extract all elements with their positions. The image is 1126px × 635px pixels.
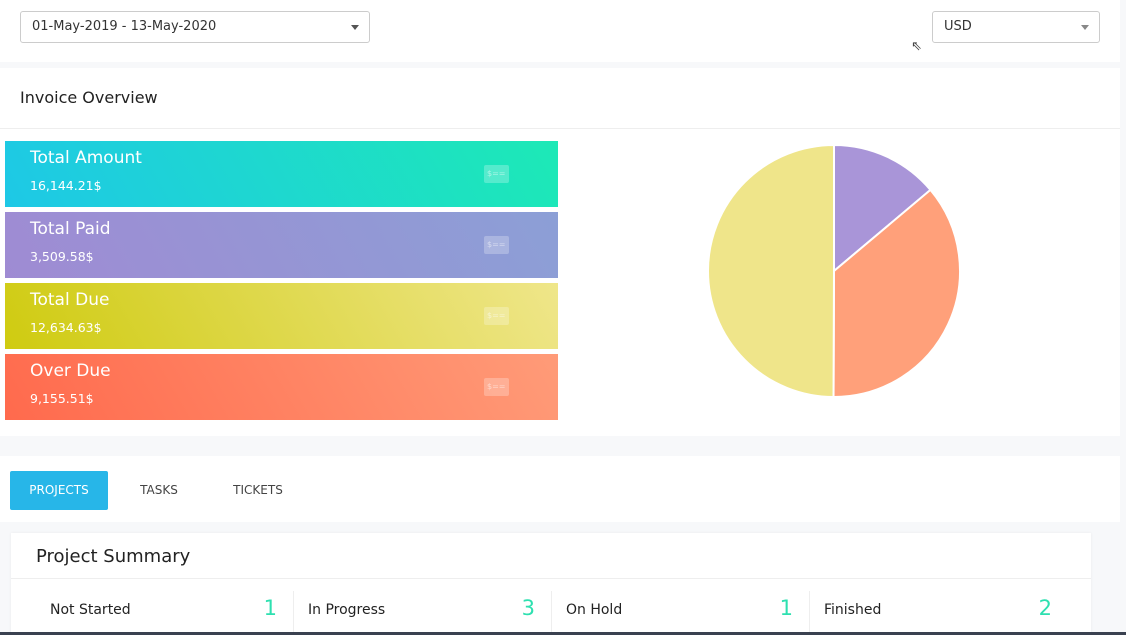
invoice-icon: $==: [484, 236, 509, 254]
tab-tasks[interactable]: TASKS: [140, 483, 178, 497]
stat-label: Total Due: [30, 290, 110, 310]
tab-projects[interactable]: PROJECTS: [10, 471, 108, 510]
stat-value: 16,144.21$: [30, 178, 102, 193]
mouse-cursor-icon: ⇖: [911, 39, 922, 54]
stat-tile-total-paid: Total Paid 3,509.58$ $==: [5, 212, 558, 278]
tabs-bar: [0, 456, 1120, 522]
summary-label: Finished: [824, 602, 882, 618]
stat-tile-total-amount: Total Amount 16,144.21$ $==: [5, 141, 558, 207]
invoice-icon: $==: [484, 307, 509, 325]
chevron-down-icon: [1081, 25, 1089, 30]
currency-value: USD: [944, 19, 972, 34]
stat-label: Total Amount: [30, 148, 142, 168]
summary-count: 3: [521, 596, 535, 620]
window-bottom-border: [0, 632, 1126, 635]
stat-label: Over Due: [30, 361, 111, 381]
stat-value: 12,634.63$: [30, 320, 102, 335]
invoice-overview-title: Invoice Overview: [20, 88, 158, 107]
project-summary-title: Project Summary: [36, 546, 191, 567]
summary-on-hold: On Hold 1: [552, 591, 810, 635]
stat-value: 3,509.58$: [30, 249, 94, 264]
currency-select[interactable]: USD: [932, 11, 1100, 43]
summary-count: 2: [1038, 596, 1052, 620]
summary-not-started: Not Started 1: [36, 591, 294, 635]
stat-label: Total Paid: [30, 219, 111, 239]
invoice-icon: $==: [484, 378, 509, 396]
pie-slice-total-due[interactable]: [707, 143, 835, 399]
summary-finished: Finished 2: [810, 591, 1068, 635]
stat-tile-over-due: Over Due 9,155.51$ $==: [5, 354, 558, 420]
pie-slice-total-paid[interactable]: [833, 143, 932, 274]
divider: [0, 128, 1120, 129]
summary-label: On Hold: [566, 602, 623, 618]
stat-tile-total-due: Total Due 12,634.63$ $==: [5, 283, 558, 349]
project-summary-card: Project Summary Not Started 1 In Progres…: [11, 533, 1091, 635]
summary-count: 1: [779, 596, 793, 620]
summary-label: In Progress: [308, 602, 386, 618]
tab-tickets[interactable]: TICKETS: [233, 483, 283, 497]
invoice-icon: $==: [484, 165, 509, 183]
invoice-pie-chart: [707, 143, 961, 399]
date-range-value: 01-May-2019 - 13-May-2020: [32, 19, 217, 34]
divider: [11, 578, 1091, 579]
chevron-down-icon: [351, 25, 359, 30]
summary-in-progress: In Progress 3: [294, 591, 552, 635]
summary-label: Not Started: [50, 602, 131, 618]
summary-count: 1: [263, 596, 277, 620]
stat-value: 9,155.51$: [30, 391, 94, 406]
date-range-select[interactable]: 01-May-2019 - 13-May-2020: [20, 11, 370, 43]
pie-slice-over-due[interactable]: [832, 188, 961, 398]
